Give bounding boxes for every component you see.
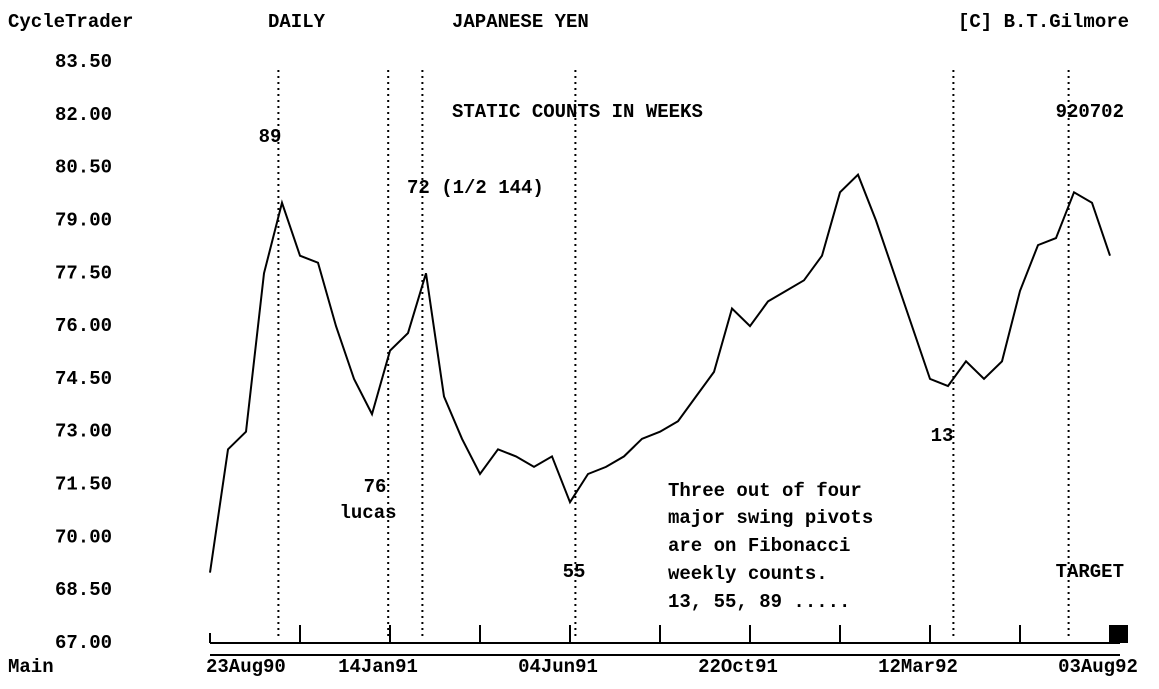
- y-tick-label: 68.50: [55, 579, 112, 601]
- annotation: are on Fibonacci: [668, 535, 850, 557]
- y-tick-label: 76.00: [55, 315, 112, 337]
- x-tick-label: 22Oct91: [698, 656, 778, 678]
- y-tick-label: 82.00: [55, 104, 112, 126]
- end-marker: [1110, 625, 1128, 643]
- x-tick-label: 04Jun91: [518, 656, 598, 678]
- annotation: 920702: [1056, 101, 1124, 123]
- x-tick-label: 12Mar92: [878, 656, 958, 678]
- y-tick-label: 71.50: [55, 474, 112, 496]
- annotation: 13: [931, 425, 954, 447]
- annotation: Three out of four: [668, 480, 862, 502]
- annotation: 13, 55, 89 .....: [668, 591, 850, 613]
- y-tick-label: 70.00: [55, 526, 112, 548]
- panel-name: Main: [8, 656, 54, 678]
- y-tick-label: 83.50: [55, 51, 112, 73]
- annotation: STATIC COUNTS IN WEEKS: [452, 101, 703, 123]
- x-tick-label: 03Aug92: [1058, 656, 1138, 678]
- copyright: [C] B.T.Gilmore: [958, 11, 1129, 33]
- annotation: 76: [364, 476, 387, 498]
- x-tick-label: 14Jan91: [338, 656, 418, 678]
- annotation: lucas: [339, 502, 396, 524]
- x-tick-label: 23Aug90: [206, 656, 286, 678]
- annotation: 89: [259, 126, 282, 148]
- y-tick-label: 73.00: [55, 421, 112, 443]
- period: DAILY: [268, 11, 326, 33]
- app-name: CycleTrader: [8, 11, 133, 33]
- y-tick-label: 77.50: [55, 262, 112, 284]
- y-tick-label: 67.00: [55, 632, 112, 654]
- chart-title: JAPANESE YEN: [452, 11, 589, 33]
- annotation: major swing pivots: [668, 507, 873, 529]
- price-line: [209, 172, 1111, 573]
- annotation: 55: [563, 561, 586, 583]
- y-tick-label: 80.50: [55, 157, 112, 179]
- annotation: weekly counts.: [668, 563, 828, 585]
- annotation: TARGET: [1056, 561, 1124, 583]
- y-tick-label: 74.50: [55, 368, 112, 390]
- annotation: 72 (1/2 144): [407, 177, 544, 199]
- y-tick-label: 79.00: [55, 209, 112, 231]
